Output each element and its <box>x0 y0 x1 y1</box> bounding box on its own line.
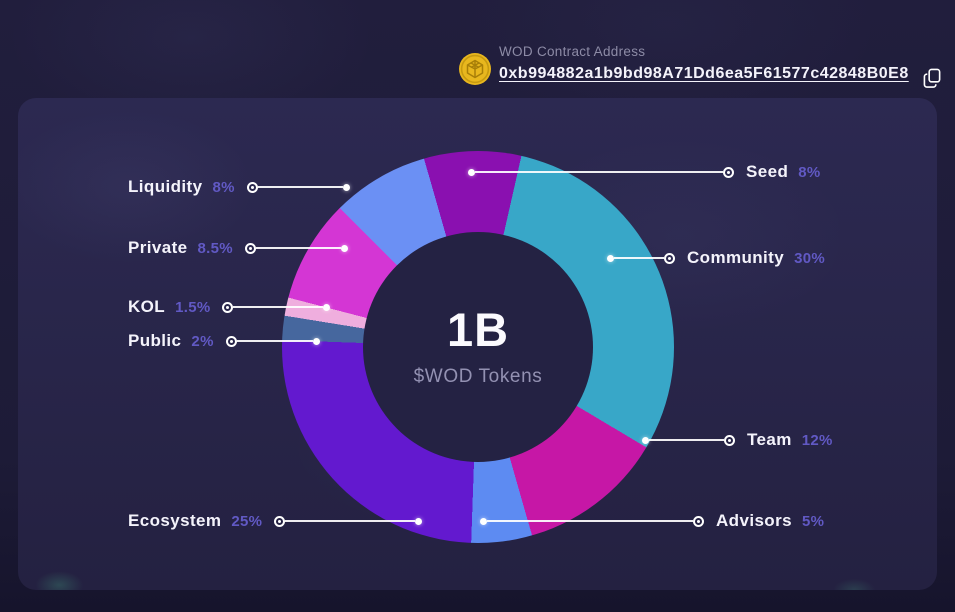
token-distribution-donut: 1B $WOD Tokens <box>282 151 674 543</box>
callout-ring-marker <box>225 335 237 347</box>
leader-line <box>257 186 343 188</box>
segment-label: Ecosystem <box>128 511 222 530</box>
segment-label: KOL <box>128 297 166 316</box>
segment-percent: 5% <box>801 512 825 530</box>
leader-line <box>475 171 723 173</box>
segment-label: Community <box>687 248 785 267</box>
callout-ring-marker <box>664 252 675 264</box>
callout-ring-marker <box>244 242 256 254</box>
leader-line <box>236 340 313 342</box>
callout-community: Community 30% <box>607 247 825 269</box>
callout-ring-marker <box>274 515 286 527</box>
segment-percent: 8% <box>212 178 235 196</box>
donut-hole: 1B $WOD Tokens <box>363 232 593 462</box>
segment-percent: 1.5% <box>175 298 211 316</box>
callout-advisors: Advisors 5% <box>480 510 824 532</box>
segment-dot-marker <box>415 517 423 525</box>
segment-dot-marker <box>642 436 649 444</box>
leader-line <box>649 439 724 441</box>
callout-team: Team 12% <box>642 429 833 451</box>
contract-text-block: WOD Contract Address 0xb994882a1b9bd98A7… <box>499 42 909 83</box>
segment-percent: 8% <box>798 163 821 181</box>
callout-ecosystem: Ecosystem 25% <box>128 510 423 532</box>
leader-line <box>255 247 341 249</box>
segment-percent: 12% <box>801 431 833 449</box>
segment-percent: 25% <box>231 512 263 530</box>
callout-private: Private 8.5% <box>128 237 348 259</box>
callout-kol: KOL 1.5% <box>128 296 331 318</box>
callout-seed: Seed 8% <box>468 161 821 183</box>
segment-label: Seed <box>746 162 789 181</box>
segment-percent: 8.5% <box>197 239 233 257</box>
leader-line <box>614 257 664 259</box>
segment-label: Public <box>128 331 182 350</box>
copy-address-button[interactable] <box>923 68 942 89</box>
leader-line <box>487 520 693 522</box>
callout-liquidity: Liquidity 8% <box>128 176 350 198</box>
segment-label: Advisors <box>716 511 792 530</box>
segment-dot-marker <box>480 517 487 525</box>
wod-coin-icon <box>458 52 492 86</box>
leader-line <box>285 520 416 522</box>
segment-dot-marker <box>312 337 320 345</box>
callout-ring-marker <box>693 515 704 527</box>
segment-label: Team <box>747 430 792 449</box>
contract-address-label: WOD Contract Address <box>499 44 646 59</box>
segment-dot-marker <box>607 254 614 262</box>
segment-dot-marker <box>323 303 331 311</box>
callout-ring-marker <box>724 434 735 446</box>
leader-line <box>233 306 324 308</box>
contract-address-link[interactable]: 0xb994882a1b9bd98A71Dd6ea5F61577c42848B0… <box>499 65 909 82</box>
total-supply-caption: $WOD Tokens <box>413 366 543 387</box>
total-supply-value: 1B <box>446 303 510 356</box>
contract-address-bar: WOD Contract Address 0xb994882a1b9bd98A7… <box>458 42 942 89</box>
callout-public: Public 2% <box>128 330 320 352</box>
segment-percent: 30% <box>794 249 826 267</box>
callout-ring-marker <box>222 301 234 313</box>
segment-dot-marker <box>342 183 350 191</box>
copy-icon <box>923 68 942 92</box>
segment-dot-marker <box>468 168 475 176</box>
segment-percent: 2% <box>191 332 214 350</box>
segment-dot-marker <box>340 244 348 252</box>
segment-label: Liquidity <box>128 177 203 196</box>
callout-ring-marker <box>246 181 258 193</box>
callout-ring-marker <box>723 166 734 178</box>
segment-label: Private <box>128 238 188 257</box>
